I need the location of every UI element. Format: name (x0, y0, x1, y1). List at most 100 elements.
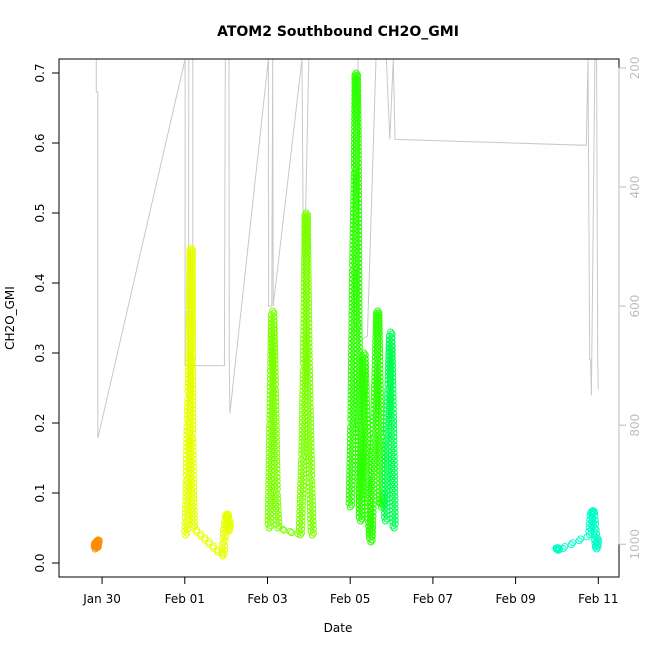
data-point (376, 385, 384, 393)
data-point (306, 391, 314, 399)
data-point (271, 372, 279, 380)
data-point (389, 389, 397, 397)
data-point (364, 463, 372, 471)
x-tick-label: Feb 11 (578, 592, 618, 606)
data-point (306, 367, 314, 375)
data-point (369, 520, 377, 528)
data-point (375, 333, 383, 341)
data-point (376, 377, 384, 385)
data-point (375, 337, 383, 345)
data-point (189, 443, 197, 451)
y-axis-label: CH2O_GMI (3, 286, 17, 350)
data-point (270, 317, 278, 325)
series-4 (380, 328, 399, 532)
data-point (271, 376, 279, 384)
data-point (363, 423, 371, 431)
data-point (559, 544, 567, 552)
data-point (354, 83, 362, 91)
right-axis: 200 400 600 800 1000 (618, 56, 642, 560)
data-point (274, 503, 282, 511)
data-point (370, 492, 378, 500)
data-point (348, 469, 356, 477)
data-point (376, 393, 384, 401)
data-point (306, 403, 314, 411)
data-point (362, 375, 370, 383)
x-tick-label: Feb 05 (330, 592, 370, 606)
y-tick-label: 0.6 (33, 133, 47, 152)
data-point (307, 427, 315, 435)
data-point (274, 507, 282, 514)
data-point (389, 366, 397, 374)
data-point (354, 91, 362, 99)
data-point (375, 313, 383, 321)
data-point (364, 447, 372, 455)
data-point (361, 359, 369, 367)
data-point (358, 499, 366, 507)
y-tick-label: 0.5 (33, 203, 47, 222)
data-point (362, 363, 370, 371)
data-point (377, 449, 385, 457)
data-point (189, 459, 197, 467)
data-point (389, 393, 397, 401)
data-point (359, 443, 367, 451)
data-point (309, 513, 317, 521)
data-point (298, 517, 306, 525)
data-point (307, 439, 315, 447)
series-5 (552, 507, 603, 554)
data-point (226, 522, 234, 530)
data-point (300, 452, 308, 460)
data-point (299, 497, 307, 505)
data-point (190, 495, 198, 503)
data-point (577, 535, 585, 543)
data-point (369, 524, 377, 532)
x-tick-label: Jan 30 (82, 592, 121, 606)
data-point (189, 435, 197, 443)
data-point (375, 309, 383, 317)
data-point (362, 387, 370, 395)
data-point (389, 381, 397, 389)
data-point (388, 350, 396, 358)
altitude-track (95, 59, 599, 438)
data-point (364, 459, 372, 467)
x-tick-label: Feb 09 (495, 592, 535, 606)
data-point (271, 341, 279, 349)
data-point (363, 403, 371, 411)
data-point (298, 525, 306, 533)
data-point (369, 512, 377, 520)
data-point (192, 528, 200, 536)
data-point (286, 528, 294, 535)
y-tick-label: 0.0 (33, 553, 47, 572)
data-point (305, 355, 313, 363)
data-point (307, 451, 315, 459)
data-point (376, 349, 384, 357)
data-point (307, 447, 315, 455)
data-point (306, 395, 314, 403)
data-point (189, 455, 197, 463)
data-point (189, 467, 197, 475)
data-point (349, 429, 357, 437)
data-point (299, 490, 307, 498)
data-point (307, 431, 315, 439)
data-point (390, 524, 398, 532)
right-tick-label: 600 (628, 295, 642, 318)
data-point (359, 447, 367, 455)
data-point (270, 329, 278, 337)
data-point (309, 505, 317, 513)
data-point (377, 437, 385, 445)
data-point (383, 499, 391, 507)
data-point (354, 103, 362, 111)
data-point (201, 536, 209, 544)
data-point (271, 360, 279, 368)
x-axis-label: Date (324, 621, 353, 635)
data-point (209, 544, 217, 552)
data-point (185, 465, 193, 473)
data-point (371, 453, 379, 461)
data-point (307, 423, 315, 431)
data-point (376, 353, 384, 361)
data-point (368, 528, 376, 536)
data-point (389, 362, 397, 370)
data-point (308, 481, 316, 489)
data-point (376, 369, 384, 377)
data-point (384, 467, 392, 475)
data-point (553, 545, 561, 553)
